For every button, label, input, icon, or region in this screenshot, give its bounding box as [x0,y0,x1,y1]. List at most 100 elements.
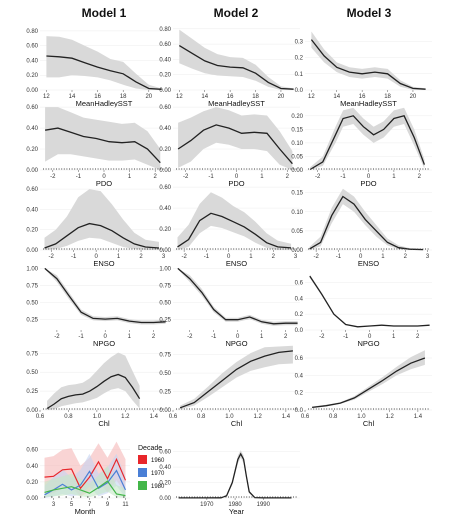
x-tick-label: 1 [249,254,253,260]
y-tick-label: 0.50 [159,301,171,307]
y-tick-label: 0.40 [26,207,38,213]
y-tick-label: 0.60 [159,42,171,48]
x-tick-label: 1 [392,174,396,180]
x-tick-label: 16 [359,94,366,100]
legend-title: Decade [138,445,162,452]
x-tick-label: -1 [78,334,84,340]
x-axis-label: Month [75,507,96,516]
x-tick-label: -2 [49,254,55,260]
y-tick-label: 0.25 [159,318,171,324]
x-tick-label: 0 [236,334,240,340]
y-tick-label: 0.00 [26,168,38,174]
x-tick-label: 1 [260,334,264,340]
y-tick-label: 0.40 [26,126,38,132]
fit-line [178,45,294,90]
x-tick-label: 9 [106,502,110,508]
x-tick-label: 11 [122,502,129,508]
series-line-1980 [44,480,126,497]
x-axis-label: NPGO [93,339,115,348]
x-tick-label: 0.6 [301,414,310,420]
y-tick-label: 0.10 [291,141,303,147]
x-tick-label: 1 [260,174,264,180]
confidence-band [44,268,166,325]
x-axis-label: MeanHadleySST [76,99,133,108]
x-tick-label: 14 [201,94,208,100]
y-tick-label: 0.15 [291,191,303,197]
y-tick-label: 0.1 [295,72,304,78]
y-tick-label: 0.10 [291,210,303,216]
x-tick-label: 7 [88,502,92,508]
x-tick-label: 1.4 [414,414,423,420]
panel-m3-enso: 0.00 0.05 0.10 0.15 -2 -1 0 1 2 3 ENSO [291,188,432,268]
x-tick-label: 18 [252,94,259,100]
y-tick-label: 0.00 [159,168,171,174]
fit-line [309,275,430,328]
x-tick-label: 1 [128,174,132,180]
y-tick-label: 0.25 [26,389,38,395]
confidence-band [178,107,293,170]
x-tick-label: 12 [308,94,315,100]
fit-line [177,124,293,165]
x-tick-label: 0 [94,254,98,260]
x-tick-label: 0 [368,334,372,340]
y-tick-label: 0.20 [291,114,303,120]
x-axis-label: Chl [98,419,110,428]
legend-swatch-1960 [138,455,147,464]
fit-line [44,222,160,249]
x-tick-label: 3 [426,254,430,260]
y-tick-label: 0.60 [26,105,38,111]
panel-m1-month: 0.00 0.20 0.40 0.60 3 5 7 9 11 Month Decade 1960 197… [26,441,165,516]
y-tick-label: 1.00 [159,266,171,272]
x-axis-label: MeanHadleySST [340,99,397,108]
x-tick-label: -2 [181,254,187,260]
x-tick-label: 1.0 [225,414,234,420]
panel-m3-chl: 0.0 0.2 0.4 0.6 0.6 0.8 1.0 1.2 1.4 Chl [295,350,432,428]
fit-line [177,267,298,325]
model-2-title: Model 2 [214,6,259,20]
x-tick-label: 1990 [257,502,271,508]
x-tick-label: 1 [128,334,132,340]
y-tick-label: 0.40 [26,464,38,470]
y-tick-label: 0.20 [159,73,171,79]
confidence-band [45,107,161,170]
panel-m2-year: 0.00 0.20 0.40 0.60 1970 1980 1990 Year [159,450,300,516]
panel-m1-sst: 0.00 0.20 0.40 0.60 0.80 12 14 16 18 20 MeanHadley… [26,29,168,108]
x-tick-label: 3 [52,502,56,508]
panel-m2-pdo: 0.00 0.20 0.40 0.60 -2 -1 0 1 2 PDO [159,105,300,188]
panel-m3-npgo: 0.0 0.2 0.4 0.6 -2 -1 0 1 2 NPGO [295,274,432,348]
x-tick-label: 1 [381,254,385,260]
x-tick-label: 1.4 [150,414,159,420]
confidence-band [309,188,424,250]
fit-line [46,373,141,410]
y-tick-label: 0.40 [159,465,171,471]
x-axis-label: PDO [228,179,244,188]
y-tick-label: 0.15 [291,127,303,133]
fit-line [44,127,161,164]
y-tick-label: 0.20 [26,73,38,79]
panel-m1-chl: 0.00 0.25 0.50 0.75 0.6 0.8 1.0 1.2 1.4 Chl [26,351,168,428]
y-tick-label: 0.6 [295,280,304,286]
x-tick-label: -1 [336,254,342,260]
panel-m2-npgo: 0.25 0.50 0.75 1.00 -2 -1 0 1 2 NPGO [159,266,300,348]
x-tick-label: -1 [71,254,77,260]
y-tick-label: 0.00 [26,248,38,254]
y-tick-label: 0.80 [26,29,38,35]
series-line-1960 [44,457,127,490]
y-tick-label: 0.00 [291,168,303,174]
y-tick-label: 0.0 [295,408,304,414]
y-tick-label: 0.40 [26,58,38,64]
y-tick-label: 0.75 [159,284,171,290]
x-tick-label: 1.2 [253,414,262,420]
panel-m1-npgo: 0.25 0.50 0.75 1.00 -2 -1 0 1 2 NPGO [26,266,168,348]
confidence-band [46,36,162,90]
x-tick-label: 12 [176,94,183,100]
x-tick-label: -1 [208,174,214,180]
x-tick-label: 20 [278,94,285,100]
x-tick-label: 16 [227,94,234,100]
x-tick-label: 2 [139,254,143,260]
y-tick-label: 0.00 [26,88,38,94]
x-tick-label: 2 [416,334,420,340]
x-tick-label: 0 [359,254,363,260]
y-tick-label: 0.3 [295,39,304,45]
